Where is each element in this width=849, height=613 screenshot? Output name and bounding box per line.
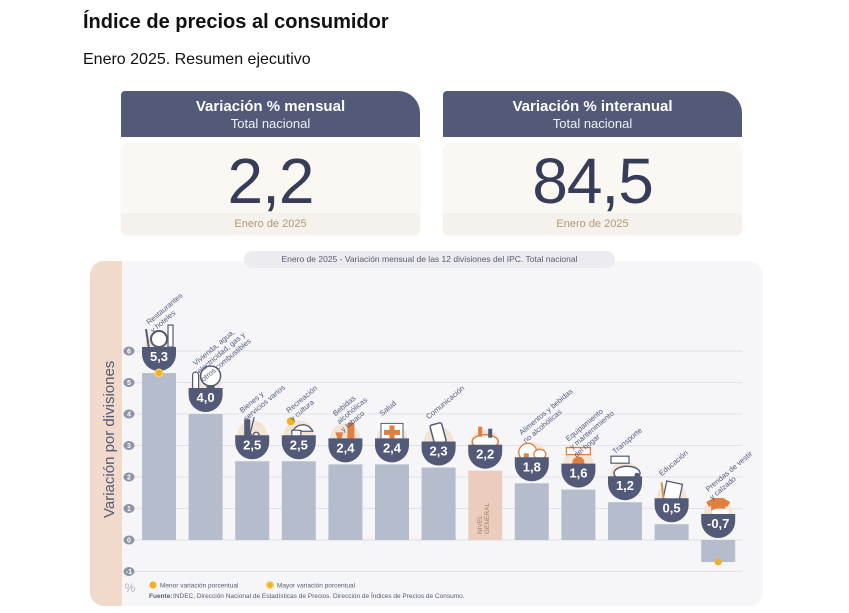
value-label: 5,3 [150,349,168,364]
value-badge [468,444,503,469]
source-text: INDEC, Dirección Nacional de Estadística… [173,591,465,600]
y-tick-label: 2 [127,475,131,482]
legend-min-marker [149,581,157,589]
source-label: Fuente: [149,593,172,600]
y-tick-marker [123,441,135,450]
kpi-value: 2,2 [227,145,315,217]
value-badge [281,435,316,460]
bar [375,464,409,540]
legend-max-label: Mayor variación porcentual [277,583,356,590]
kpi-body: 84,5 Enero de 2025 [443,143,742,235]
y-tick-marker [123,409,135,419]
value-badge [701,514,736,538]
category-label: Transporte [611,426,644,456]
kpi-footer: Enero de 2025 [443,213,742,235]
y-tick-label: 1 [127,506,131,513]
value-label: 1,2 [616,478,634,493]
page-subtitle: Enero 2025. Resumen ejecutivo [83,51,311,68]
umbrella-sun-icon [286,417,314,439]
y-tick-marker [123,378,135,387]
chart-side-band [90,261,122,606]
y-unit-label: % [125,581,136,595]
general-level-label: GENERAL [484,503,491,534]
bar [608,502,642,540]
kpi-card-yearly: Variación % interanual Total nacional 84… [443,91,742,241]
kpi-body: 2,2 Enero de 2025 [121,143,420,235]
value-label: 2,3 [430,444,448,459]
chart-title: Enero de 2025 - Variación mensual de las… [244,251,615,268]
value-badge [328,438,363,463]
kpi-subtitle: Total nacional [230,116,311,131]
bar [701,540,736,563]
value-badge [654,498,689,523]
value-label: 2,2 [476,447,494,462]
bar [561,489,596,540]
kpi-subtitle: Total nacional [552,116,633,131]
value-badge [561,463,596,488]
general-level-label: NIVEL [477,515,484,534]
kpi-title: Variación % mensual [195,98,346,115]
value-label: 1,8 [523,459,541,474]
kpi-header: Variación % mensual Total nacional [121,91,420,137]
value-badge [375,438,409,463]
value-badge [608,476,642,501]
y-tick-label: 0 [127,538,131,545]
bar [468,470,503,540]
value-label: 2,5 [243,437,261,452]
bar [654,524,689,540]
y-tick-label: 5 [127,380,131,387]
value-badge [188,388,223,412]
value-label: 2,4 [383,440,402,455]
category-label: Salud [378,399,398,418]
tshirt-shoe-icon [706,498,731,516]
bar [142,373,176,540]
value-label: 4,0 [197,390,215,405]
y-tick-marker [123,472,135,482]
y-tick-marker [123,567,135,576]
value-label: 0,5 [663,500,681,515]
legend-min-label: Menor variación porcentual [160,583,239,590]
y-tick-label: -1 [126,569,132,576]
kpi-footer: Enero de 2025 [121,213,420,235]
kpi-value: 84,5 [532,145,654,217]
value-label: 1,6 [569,466,587,481]
min-marker [714,558,722,566]
bar [235,461,270,540]
category-label: Comunicación [424,384,466,421]
value-badge [235,435,270,460]
category-label: Alimentos y bebidas [517,387,574,437]
food-chicken-icon [518,442,547,462]
y-tick-label: 4 [127,412,131,419]
bar [281,461,316,540]
kpi-title: Variación % interanual [512,98,673,115]
bar [188,414,223,540]
lightbulb-icon [192,365,222,393]
page-title: Índice de precios al consumidor [83,11,389,33]
legend-max-marker-core [267,582,273,588]
bar [514,483,549,540]
value-label: 2,4 [336,440,355,455]
y-tick-marker [123,504,135,513]
value-badge [514,457,549,482]
value-badge [421,441,456,466]
value-label: 2,5 [290,437,308,452]
y-tick-label: 3 [127,443,131,450]
kpi-card-monthly: Variación % mensual Total nacional 2,2 E… [121,91,420,241]
value-badge [142,347,176,372]
y-tick-marker [123,535,135,545]
max-marker-core [156,370,162,377]
kpi-header: Variación % interanual Total nacional [443,91,742,137]
bar [421,467,456,540]
value-label: -0,7 [707,516,729,531]
bar [328,464,363,540]
y-tick-label: 6 [127,349,131,356]
category-label: Educación [657,448,690,477]
y-tick-marker [123,346,135,356]
